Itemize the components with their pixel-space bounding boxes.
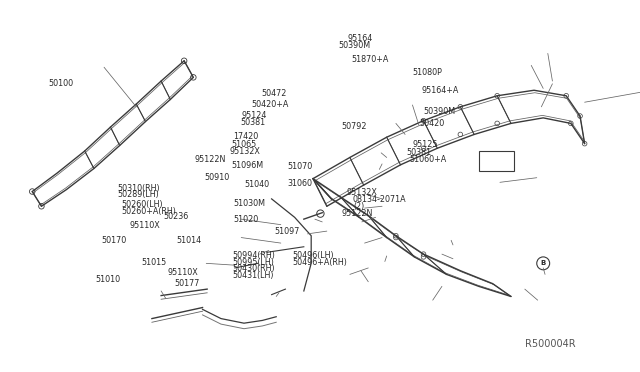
- Text: 95164+A: 95164+A: [422, 86, 460, 94]
- Text: 50289(LH): 50289(LH): [118, 190, 159, 199]
- Text: 51080P: 51080P: [412, 68, 442, 77]
- FancyBboxPatch shape: [479, 151, 514, 171]
- Text: 08134-2071A: 08134-2071A: [353, 195, 406, 204]
- Text: 50472: 50472: [262, 89, 287, 98]
- Text: 95164: 95164: [348, 34, 373, 43]
- Text: R500004R: R500004R: [525, 339, 575, 349]
- Text: 51030M: 51030M: [234, 199, 266, 208]
- Text: 51010: 51010: [95, 275, 120, 284]
- Text: 50431(LH): 50431(LH): [232, 271, 274, 280]
- Text: 50236: 50236: [164, 212, 189, 221]
- Text: 50420+A: 50420+A: [251, 100, 289, 109]
- Text: 50792: 50792: [342, 122, 367, 131]
- Text: 50260+A(RH): 50260+A(RH): [122, 207, 176, 216]
- Text: 95110X: 95110X: [130, 221, 161, 230]
- Text: 51014: 51014: [177, 235, 202, 245]
- Text: 50381: 50381: [406, 148, 432, 157]
- Text: 95122N: 95122N: [342, 209, 373, 218]
- Text: 50994(RH): 50994(RH): [232, 251, 275, 260]
- Text: 31060: 31060: [287, 179, 312, 188]
- Text: 50100: 50100: [48, 79, 74, 88]
- Text: 51060+A: 51060+A: [409, 155, 446, 164]
- Text: B: B: [541, 260, 546, 266]
- Text: 51015: 51015: [141, 258, 166, 267]
- Text: 50496(LH): 50496(LH): [292, 251, 334, 260]
- Text: 50420: 50420: [420, 119, 445, 128]
- Text: 50310(RH): 50310(RH): [118, 183, 161, 193]
- Text: 50430(RH): 50430(RH): [232, 264, 275, 273]
- Text: 95132X: 95132X: [346, 187, 378, 197]
- Text: 51870+A: 51870+A: [351, 55, 388, 64]
- Text: 50910: 50910: [204, 173, 229, 182]
- Text: 50390M: 50390M: [338, 41, 371, 50]
- Text: 50390M: 50390M: [423, 107, 455, 116]
- Text: 51065: 51065: [231, 140, 256, 149]
- Text: (2): (2): [353, 202, 365, 211]
- Text: 17420: 17420: [233, 132, 258, 141]
- Text: 51070: 51070: [287, 162, 313, 171]
- Text: 50177: 50177: [175, 279, 200, 288]
- Text: 51020: 51020: [234, 215, 259, 224]
- Text: 50995(LH): 50995(LH): [232, 257, 274, 266]
- Text: 51040: 51040: [244, 180, 269, 189]
- Text: 95124: 95124: [241, 111, 267, 120]
- Text: 95125: 95125: [412, 140, 438, 149]
- Text: 95122N: 95122N: [195, 155, 226, 164]
- Text: 50496+A(RH): 50496+A(RH): [292, 257, 347, 266]
- Text: 95132X: 95132X: [230, 147, 260, 156]
- Text: 51097: 51097: [275, 227, 300, 236]
- Text: 50170: 50170: [101, 236, 127, 245]
- Text: 50381: 50381: [241, 118, 266, 127]
- Text: 95110X: 95110X: [167, 268, 198, 277]
- Text: 50260(LH): 50260(LH): [122, 200, 163, 209]
- Text: 51096M: 51096M: [232, 161, 264, 170]
